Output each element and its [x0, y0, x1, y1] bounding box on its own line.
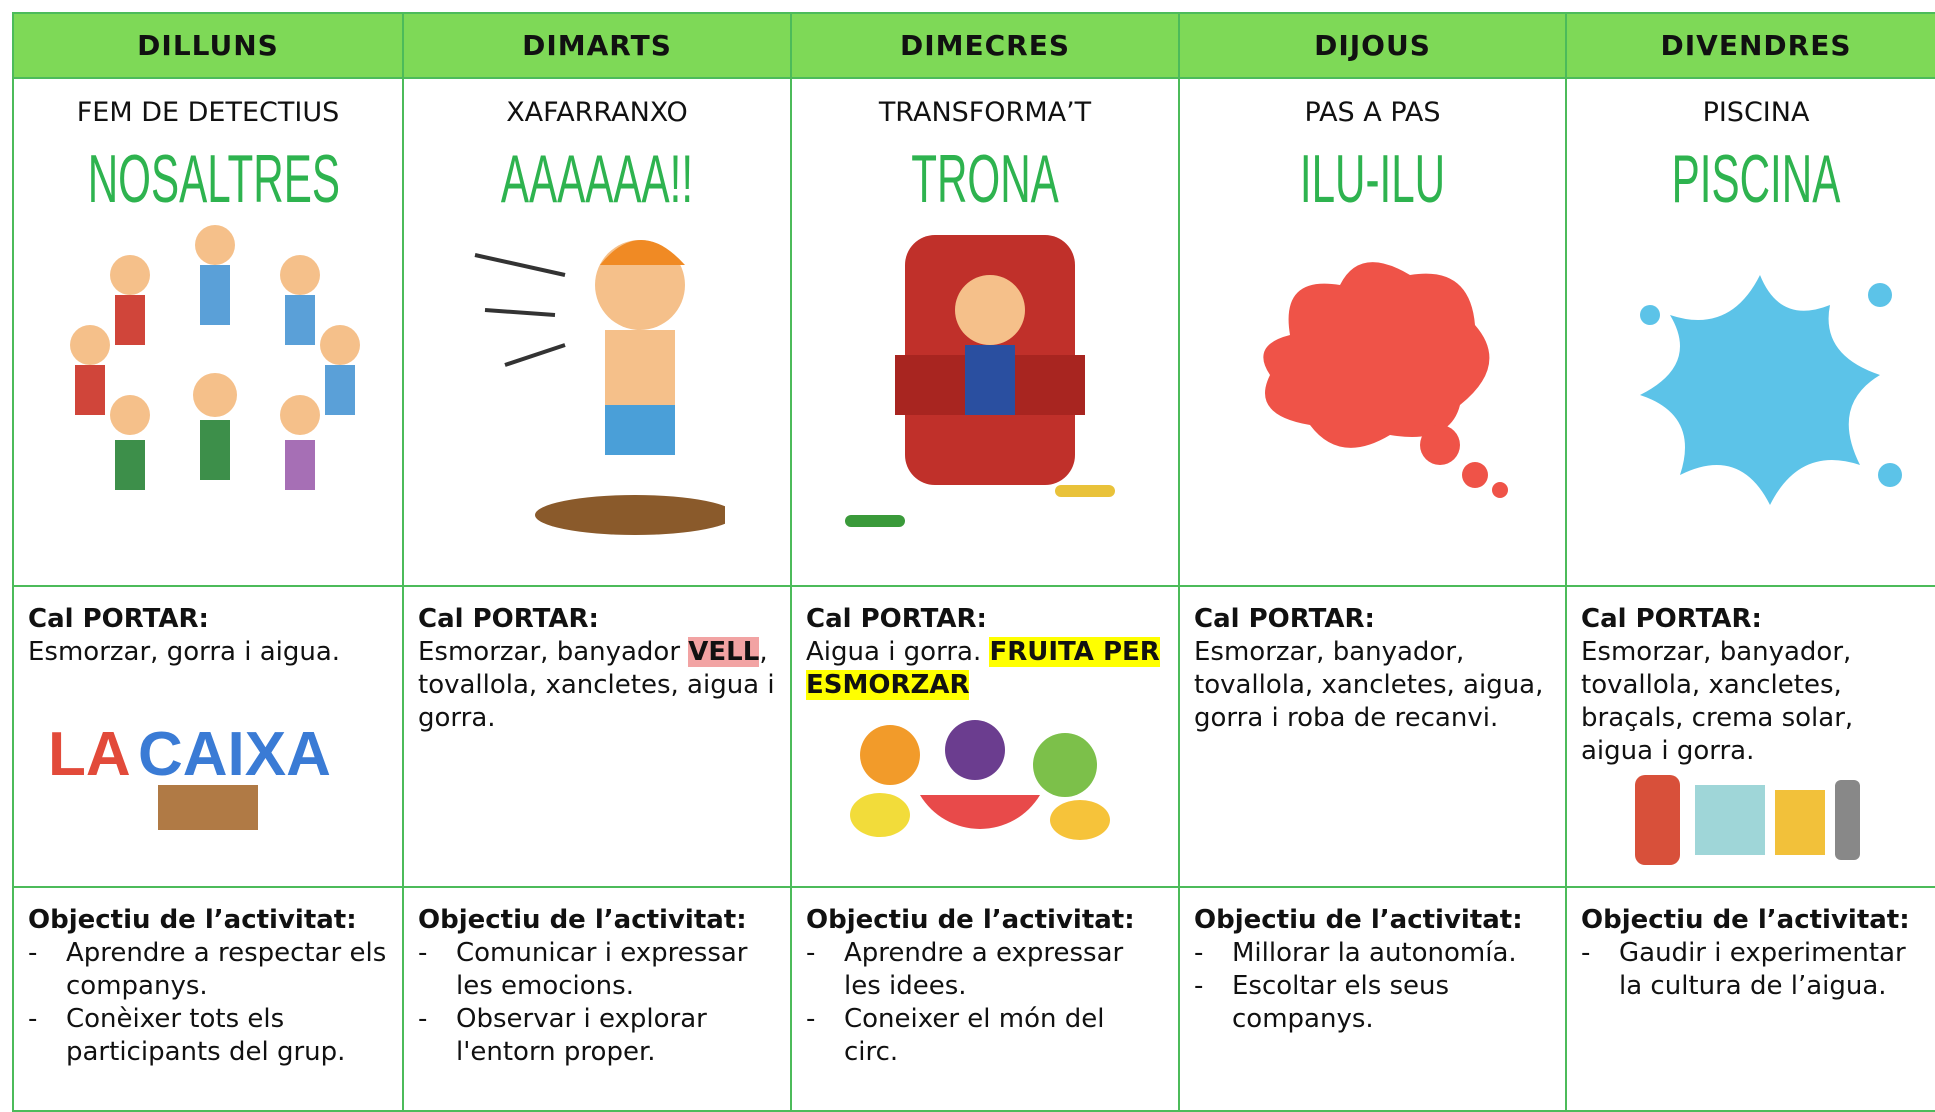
carry-text: Esmorzar, banyador, tovallola, xancletes…: [1581, 636, 1931, 768]
bullet: -: [418, 1004, 428, 1034]
carry-label: Cal PORTAR:: [1194, 604, 1375, 634]
objective-text: Observar i explorar l'entorn proper.: [456, 1004, 707, 1067]
bullet: -: [1581, 938, 1591, 968]
objective-item: - Aprendre a expressar les idees.: [806, 937, 1164, 1003]
objective-item: - Escoltar els seus companys.: [1194, 970, 1551, 1036]
activity-title: AAAAAA!!: [500, 141, 694, 217]
activity-name: XAFARRANXO: [506, 97, 688, 128]
bullet: -: [28, 1004, 38, 1034]
carry-cell: Cal PORTAR: Esmorzar, banyador, tovallola…: [1178, 585, 1567, 888]
objective-text: Aprendre a expressar les idees.: [844, 938, 1124, 1001]
objective-cell: Objectiu de l’activitat: - Aprendre a resp…: [12, 886, 404, 1112]
objective-item: - Gaudir i experimentar la cultura de l’a…: [1581, 937, 1931, 1003]
objective-text: Conèixer tots els participants del grup.: [66, 1004, 346, 1067]
objective-cell: Objectiu de l’activitat: - Aprendre a expr…: [790, 886, 1180, 1112]
activity-cell: PAS A PAS ILU-ILU: [1178, 77, 1567, 587]
fruit-illustration: [850, 720, 1110, 840]
carry-segment: Esmorzar, banyador, tovallola, xancletes…: [1194, 637, 1544, 733]
carry-cell: Cal PORTAR: Esmorzar, gorra i aigua.: [12, 585, 404, 888]
mud-illustration: [474, 240, 725, 535]
activity-title: ILU-ILU: [1299, 141, 1446, 217]
activity-cell: XAFARRANXO AAAAAA!!: [402, 77, 792, 587]
objective-item: - Conèixer tots els participants del grup…: [28, 1003, 388, 1069]
objective-cell: Objectiu de l’activitat: - Gaudir i experi…: [1565, 886, 1935, 1112]
carry-segment: VELL: [688, 637, 760, 667]
activity-title: NOSALTRES: [87, 141, 340, 217]
objective-text: Millorar la autonomía.: [1232, 938, 1517, 968]
carry-cell: Cal PORTAR: Esmorzar, banyador, tovallola…: [1565, 585, 1935, 888]
carry-text: Esmorzar, gorra i aigua.: [28, 636, 388, 669]
objective-text: Aprendre a respectar els companys.: [66, 938, 387, 1001]
bullet: -: [418, 938, 428, 968]
objective-label: Objectiu de l’activitat:: [1581, 905, 1910, 935]
bullet: -: [28, 938, 38, 968]
kids-illustration: [70, 225, 360, 490]
carry-label: Cal PORTAR:: [806, 604, 987, 634]
carry-label: Cal PORTAR:: [1581, 604, 1762, 634]
objective-item: - Millorar la autonomía.: [1194, 937, 1551, 970]
objective-text: Gaudir i experimentar la cultura de l’ai…: [1619, 938, 1906, 1001]
activity-cell: PISCINA PISCINA: [1565, 77, 1935, 587]
activity-name: PISCINA: [1702, 97, 1810, 128]
objective-item: - Observar i explorar l'entorn proper.: [418, 1003, 776, 1069]
day-header: DIJOUS: [1178, 12, 1567, 79]
carry-label: Cal PORTAR:: [28, 604, 209, 634]
carry-segment: Esmorzar, banyador: [418, 637, 689, 667]
objective-label: Objectiu de l’activitat:: [418, 905, 747, 935]
carry-text: Aigua i gorra. FRUITA PER ESMORZAR: [806, 636, 1164, 702]
beach-items-illustration: [1635, 775, 1860, 865]
activity-name: FEM DE DETECTIUS: [76, 97, 340, 128]
bubble-illustration: [1263, 262, 1508, 498]
carry-segment: Esmorzar, banyador, tovallola, xancletes…: [1581, 637, 1854, 766]
objective-text: Comunicar i expressar les emocions.: [456, 938, 748, 1001]
day-header: DIVENDRES: [1565, 12, 1935, 79]
day-header: DIMARTS: [402, 12, 792, 79]
carry-segment: Aigua i gorra.: [806, 637, 990, 667]
bullet: -: [1194, 938, 1204, 968]
day-header: DILLUNS: [12, 12, 404, 79]
svg-text:LA: LA: [48, 720, 131, 789]
objective-item: - Aprendre a respectar els companys.: [28, 937, 388, 1003]
objective-cell: Objectiu de l’activitat: - Millorar la aut…: [1178, 886, 1567, 1112]
carry-cell: Cal PORTAR: Aigua i gorra. FRUITA PER ESM…: [790, 585, 1180, 888]
bullet: -: [806, 938, 816, 968]
activity-cell: TRANSFORMA’T TRONA: [790, 77, 1180, 587]
carry-cell: Cal PORTAR: Esmorzar, banyador VELL, tova…: [402, 585, 792, 888]
throne-illustration: [845, 235, 1115, 527]
caixa-illustration: LA CAIXA: [48, 720, 331, 830]
activity-title: TRONA: [911, 141, 1059, 217]
activity-cell: FEM DE DETECTIUS NOSALTRES: [12, 77, 404, 587]
objective-label: Objectiu de l’activitat:: [806, 905, 1135, 935]
activity-name: TRANSFORMA’T: [878, 97, 1092, 128]
carry-text: Esmorzar, banyador, tovallola, xancletes…: [1194, 636, 1551, 735]
bullet: -: [806, 1004, 816, 1034]
objective-item: - Comunicar i expressar les emocions.: [418, 937, 776, 1003]
carry-segment: Esmorzar, gorra i aigua.: [28, 637, 341, 667]
objective-text: Escoltar els seus companys.: [1232, 971, 1450, 1034]
objective-text: Coneixer el món del circ.: [844, 1004, 1105, 1067]
objective-label: Objectiu de l’activitat:: [28, 905, 357, 935]
carry-segment: , tovallola, xancletes, aigua i gorra.: [418, 637, 775, 733]
day-header: DIMECRES: [790, 12, 1180, 79]
objective-label: Objectiu de l’activitat:: [1194, 905, 1523, 935]
objective-item: - Coneixer el món del circ.: [806, 1003, 1164, 1069]
objective-cell: Objectiu de l’activitat: - Comunicar i exp…: [402, 886, 792, 1112]
carry-text: Esmorzar, banyador VELL, tovallola, xanc…: [418, 636, 776, 735]
splash-illustration: [1640, 275, 1902, 505]
carry-label: Cal PORTAR:: [418, 604, 599, 634]
activity-title: PISCINA: [1671, 141, 1841, 217]
svg-text:CAIXA: CAIXA: [138, 720, 331, 789]
bullet: -: [1194, 971, 1204, 1001]
activity-name: PAS A PAS: [1304, 97, 1441, 128]
